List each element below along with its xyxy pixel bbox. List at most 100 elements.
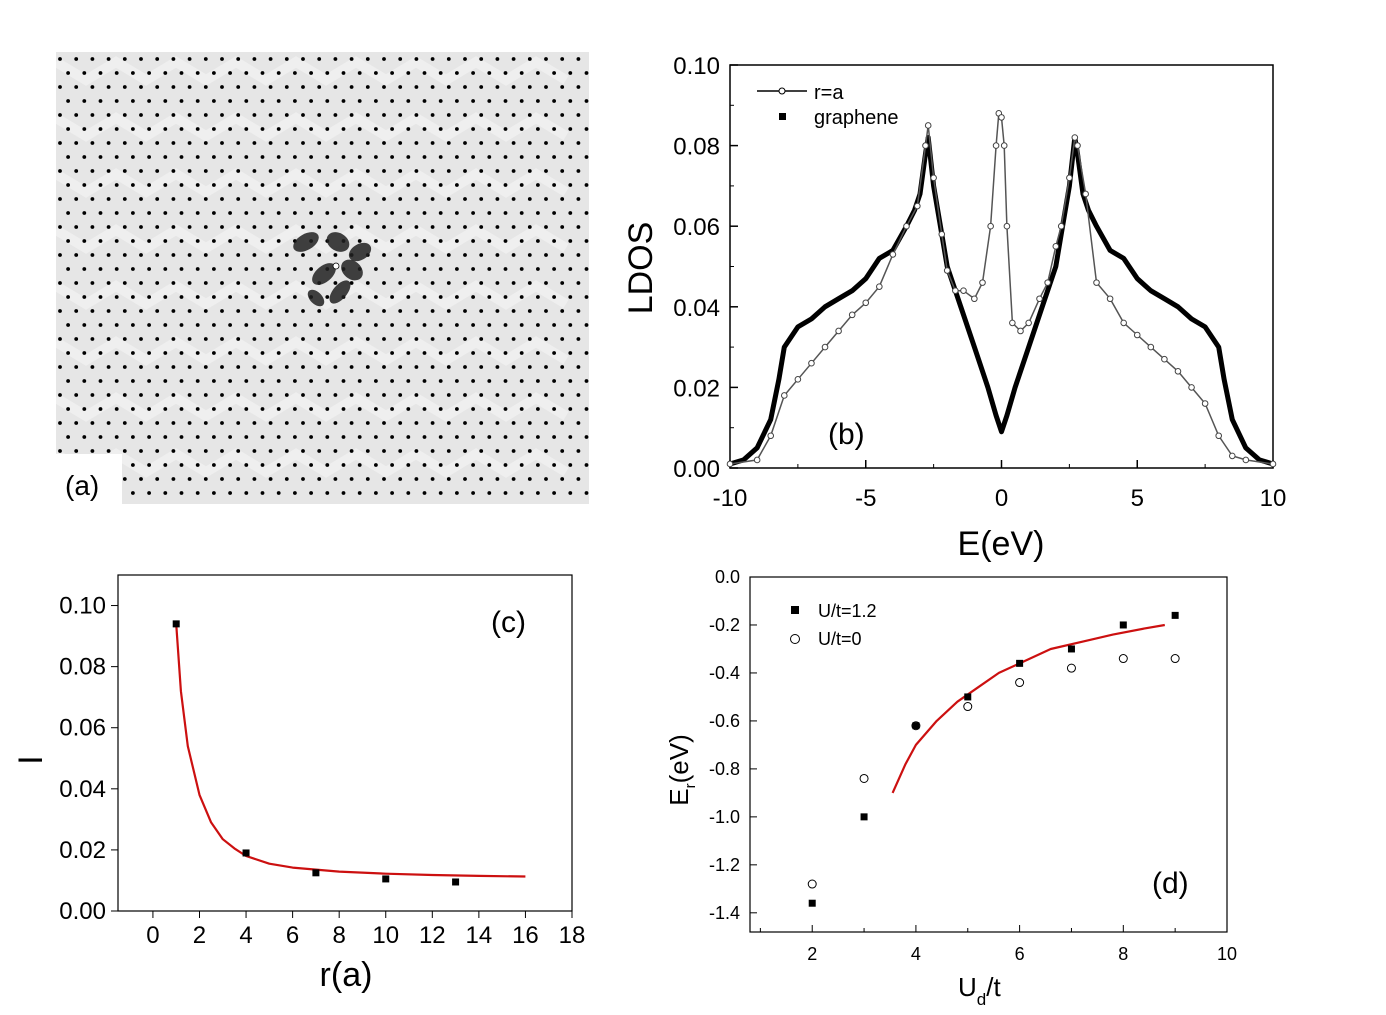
lattice-dot xyxy=(471,183,475,187)
lattice-dot xyxy=(139,449,143,453)
lattice-dot xyxy=(90,281,95,285)
lattice-dot xyxy=(228,127,233,131)
c-ytick-label: 0.08 xyxy=(59,654,106,681)
lattice-dot xyxy=(349,365,354,369)
lattice-dot xyxy=(252,169,257,173)
lattice-dot xyxy=(309,183,313,187)
lattice-dot xyxy=(333,421,338,425)
lattice-dot xyxy=(179,211,184,215)
lattice-dot xyxy=(584,267,589,271)
lattice-dot xyxy=(147,211,151,215)
lattice-dot xyxy=(495,57,500,61)
lattice-dot xyxy=(212,239,216,243)
lattice-shade-band xyxy=(53,168,569,198)
c-xtick-label: 0 xyxy=(146,922,159,949)
lattice-dot xyxy=(584,127,589,131)
lattice-dot xyxy=(228,379,233,383)
lattice-dot xyxy=(430,421,435,425)
c-xtick-label: 16 xyxy=(512,922,539,949)
lattice-dot xyxy=(487,295,492,299)
lattice-dot xyxy=(560,57,565,61)
lattice-dot xyxy=(333,113,338,117)
c-xtick-label: 10 xyxy=(372,922,399,949)
lattice-dot xyxy=(139,85,143,89)
lattice-dot xyxy=(220,169,224,173)
lattice-dot xyxy=(422,127,427,131)
d-xtick-label: 10 xyxy=(1217,944,1237,964)
lattice-dot xyxy=(422,295,427,299)
lattice-dot xyxy=(455,183,459,187)
lattice-dot xyxy=(552,463,556,467)
lattice-dot xyxy=(390,407,394,411)
lattice-dot xyxy=(422,155,427,159)
d-legend-u0: U/t=0 xyxy=(818,629,862,649)
lattice-dot xyxy=(212,127,216,131)
lattice-dot xyxy=(220,225,224,229)
lattice-dot xyxy=(544,197,548,201)
lattice-dot xyxy=(552,295,556,299)
lattice-dot xyxy=(90,393,95,397)
lattice-dot xyxy=(260,127,265,131)
c-fit-line xyxy=(175,623,526,878)
lattice-dot xyxy=(106,449,111,453)
b-ytick-label: 0.00 xyxy=(673,456,720,483)
lattice-dot xyxy=(163,211,168,215)
lattice-dot xyxy=(463,253,467,257)
lattice-dot xyxy=(131,323,135,327)
lattice-dot xyxy=(414,393,419,397)
lattice-dot xyxy=(382,421,386,425)
b-ra-point xyxy=(1120,319,1127,327)
lattice-dot xyxy=(390,183,394,187)
lattice-dot xyxy=(301,449,305,453)
d-ytick-label: -0.6 xyxy=(709,711,740,731)
lattice-dot xyxy=(236,393,241,397)
lattice-dot xyxy=(203,449,208,453)
lattice-dot xyxy=(560,393,565,397)
lattice-dot xyxy=(519,239,524,243)
lattice-dot xyxy=(114,407,119,411)
lattice-dot xyxy=(244,239,249,243)
lattice-dot xyxy=(276,295,281,299)
lattice-dot xyxy=(163,407,168,411)
lattice-dot xyxy=(179,239,184,243)
lattice-dot xyxy=(519,99,524,103)
b-ra-point xyxy=(922,142,929,149)
lattice-dot xyxy=(414,309,419,313)
lattice-dot xyxy=(544,477,548,481)
lattice-dot xyxy=(325,295,330,299)
lattice-dot xyxy=(536,491,540,495)
lattice-dot xyxy=(244,71,249,75)
lattice-dot xyxy=(568,71,573,75)
lattice-dot xyxy=(544,365,548,369)
lattice-dot xyxy=(284,393,289,397)
lattice-dot xyxy=(260,71,265,75)
lattice-dot xyxy=(374,379,378,383)
d-point-u12 xyxy=(912,722,920,730)
lattice-dot xyxy=(495,253,500,257)
lattice-dot xyxy=(495,309,500,313)
lattice-dot xyxy=(471,435,475,439)
lattice-dot xyxy=(187,393,192,397)
lattice-dot xyxy=(284,225,289,229)
lattice-dot xyxy=(576,393,581,397)
b-xlabel: E(eV) xyxy=(958,525,1045,563)
lattice-dot xyxy=(179,99,184,103)
d-legend-u12: U/t=1.2 xyxy=(818,601,877,621)
lattice-dot xyxy=(317,197,322,201)
lattice-dot xyxy=(414,365,419,369)
lattice-dot xyxy=(455,323,459,327)
b-ra-point xyxy=(903,222,910,230)
b-ra-point xyxy=(938,230,946,238)
lattice-dot xyxy=(236,309,241,313)
lattice-dot xyxy=(503,407,508,411)
lattice-dot xyxy=(147,127,151,131)
lattice-dot xyxy=(131,211,135,215)
d-point-u0 xyxy=(859,773,869,783)
lattice-dot xyxy=(139,393,143,397)
d-xtick-label: 8 xyxy=(1118,944,1128,964)
lattice-dot xyxy=(487,239,492,243)
lattice-dot xyxy=(446,309,451,313)
lattice-dot xyxy=(365,309,370,313)
lattice-dot xyxy=(293,267,297,271)
d-point-u12 xyxy=(964,693,972,701)
